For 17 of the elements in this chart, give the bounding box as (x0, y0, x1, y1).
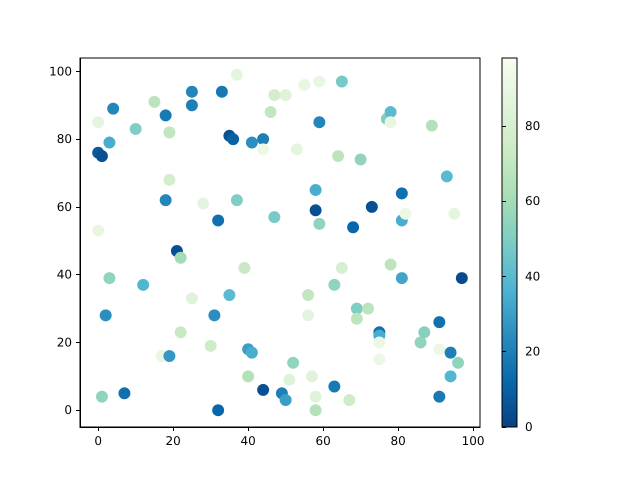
x-tick-label: 80 (390, 434, 406, 448)
y-tick-label: 80 (56, 132, 72, 146)
x-tick-label: 0 (94, 434, 102, 448)
color-bar-label: 60 (525, 194, 540, 208)
color-bar-label: 40 (525, 269, 540, 284)
color-bar-label: 0 (525, 420, 533, 434)
color-bar-label: 20 (525, 344, 540, 359)
y-tick-label: 0 (64, 403, 72, 418)
x-tick-label: 60 (315, 434, 331, 448)
y-tick-label: 40 (56, 268, 72, 282)
x-tick-label: 40 (240, 434, 256, 448)
x-tick-label: 20 (166, 434, 181, 448)
y-tick-label: 100 (49, 64, 72, 78)
color-bar-label: 80 (525, 118, 540, 133)
y-tick-label: 60 (56, 200, 72, 214)
x-tick-label: 100 (462, 434, 485, 448)
y-tick-label: 20 (56, 335, 72, 350)
